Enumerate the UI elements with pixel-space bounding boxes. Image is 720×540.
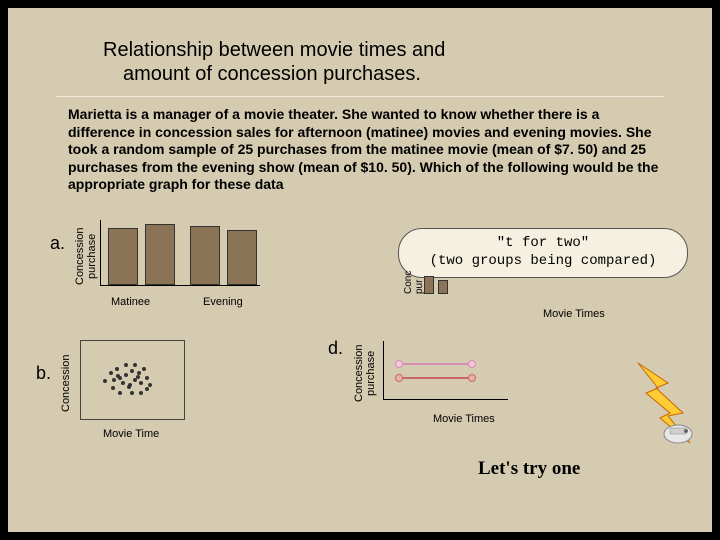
chart-b-xlabel: Movie Time <box>103 428 159 440</box>
chart-c-xlabel: Movie Times <box>543 308 605 320</box>
option-d-label: d. <box>328 338 343 359</box>
chart-a-cat1: Matinee <box>111 296 150 308</box>
bar <box>227 230 257 285</box>
title-line1: Relationship between movie times and <box>103 38 603 62</box>
chart-c-ylabel: Concpur <box>403 258 425 294</box>
chart-d-xlabel: Movie Times <box>433 413 495 425</box>
chart-a-cat2: Evening <box>203 296 243 308</box>
body-paragraph: Marietta is a manager of a movie theater… <box>68 106 663 194</box>
title-line2: amount of concession purchases. <box>103 62 603 86</box>
chart-a <box>100 220 260 295</box>
chart-d-ylabel: Concessionpurchase <box>353 343 377 403</box>
chart-c-remnant <box>424 276 454 294</box>
divider <box>56 96 664 97</box>
callout-line2: (two groups being compared) <box>399 252 687 270</box>
chart-b-ylabel: Concession <box>60 346 72 421</box>
bar <box>108 228 138 285</box>
chart-b <box>80 340 185 420</box>
callout-line1: "t for two" <box>399 234 687 252</box>
callout-bubble: "t for two" (two groups being compared) <box>398 228 688 278</box>
bar <box>145 224 175 285</box>
option-b-label: b. <box>36 363 51 384</box>
slide-title: Relationship between movie times and amo… <box>103 38 603 86</box>
lightning-icon <box>628 358 700 448</box>
slide: Relationship between movie times and amo… <box>8 8 712 532</box>
chart-d <box>383 341 513 406</box>
bar <box>190 226 220 285</box>
chart-a-ylabel: Concessionpurchase <box>74 226 98 286</box>
option-a-label: a. <box>50 233 65 254</box>
footer-callout: Let's try one <box>478 458 580 480</box>
